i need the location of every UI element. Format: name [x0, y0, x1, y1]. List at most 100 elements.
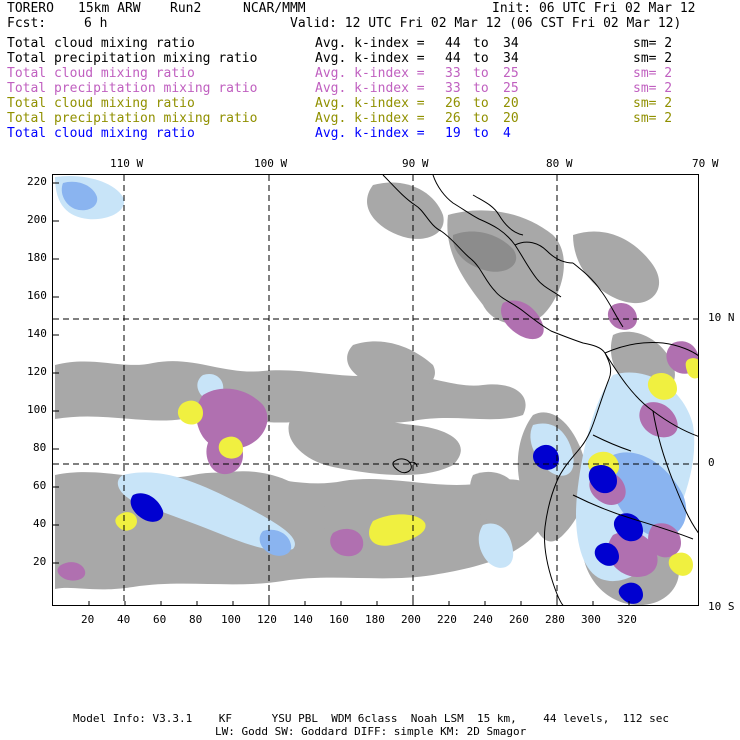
x-tick: 20 [81, 613, 95, 626]
x-tick: 300 [581, 613, 601, 626]
map-panel [52, 174, 699, 606]
legend-to-word: to [473, 51, 489, 66]
x-tick: 180 [365, 613, 385, 626]
legend-from: 44 [445, 51, 461, 66]
x-tick: 260 [509, 613, 529, 626]
lat-label-10s: 10 S [708, 600, 735, 613]
y-tick: 180 [27, 251, 47, 264]
y-tick: 140 [27, 327, 47, 340]
x-tick: 40 [117, 613, 131, 626]
legend-to-word: to [473, 111, 489, 126]
legend-to: 20 [503, 111, 519, 126]
x-tick: 140 [293, 613, 313, 626]
legend-field: Total cloud mixing ratio [7, 96, 195, 111]
lon-label-90w: 90 W [402, 157, 429, 170]
lat-label-10n: 10 N [708, 311, 735, 324]
x-tick: 60 [153, 613, 167, 626]
legend-sm: sm= 2 [633, 81, 673, 96]
x-tick: 120 [257, 613, 277, 626]
legend-to-word: to [473, 66, 489, 81]
legend-to: 34 [503, 36, 519, 51]
header-row-2: Fcst: 6 h Valid: 12 UTC Fri 02 Mar 12 (0… [0, 17, 740, 32]
legend-field: Total precipitation mixing ratio [7, 81, 258, 96]
legend-index: Avg. k-index = [315, 66, 425, 81]
legend-sm: sm= 2 [633, 36, 673, 51]
map-canvas [53, 175, 698, 605]
legend-to-word: to [473, 81, 489, 96]
legend-field: Total precipitation mixing ratio [7, 111, 258, 126]
lat-lon-grid [53, 175, 698, 605]
legend-field: Total cloud mixing ratio [7, 66, 195, 81]
lon-label-70w: 70 W [692, 157, 719, 170]
legend-to-word: to [473, 36, 489, 51]
forecast-hour: 6 h [84, 16, 108, 31]
legend-from: 44 [445, 36, 461, 51]
legend-index: Avg. k-index = [315, 96, 425, 111]
legend-to: 20 [503, 96, 519, 111]
y-tick: 80 [33, 441, 47, 454]
legend-from: 19 [445, 126, 461, 141]
model-info-line-2: LW: Godd SW: Goddard DIFF: simple KM: 2D… [215, 725, 527, 738]
model-info-line-1: Model Info: V3.3.1 KF YSU PBL WDM 6class… [73, 712, 670, 725]
legend-row: Total cloud mixing ratio Avg. k-index = 44… [0, 37, 740, 52]
legend-to-word: to [473, 126, 489, 141]
x-tick: 80 [189, 613, 203, 626]
legend-from: 33 [445, 66, 461, 81]
model-resolution: 15km ARW [78, 1, 141, 16]
mid-blue-cloud-fields [61, 181, 687, 556]
legend-sm: sm= 2 [633, 96, 673, 111]
x-tick: 220 [437, 613, 457, 626]
header-row-1: TORERO 15km ARW Run2 NCAR/MMM Init: 06 U… [0, 2, 740, 17]
x-tick: 320 [617, 613, 637, 626]
y-tick: 20 [33, 555, 47, 568]
deep-blue-cloud-fields [130, 444, 643, 604]
legend-to: 25 [503, 66, 519, 81]
legend-row: Total precipitation mixing ratio Avg. k-i… [0, 82, 740, 97]
legend-to: 4 [503, 126, 511, 141]
legend-sm: sm= 2 [633, 66, 673, 81]
init-time: Init: 06 UTC Fri 02 Mar 12 [492, 1, 696, 16]
legend-row: Total precipitation mixing ratio Avg. k-i… [0, 52, 740, 67]
legend-sm: sm= 2 [633, 51, 673, 66]
valid-time: Valid: 12 UTC Fri 02 Mar 12 (06 CST Fri … [290, 16, 682, 31]
x-tick: 160 [329, 613, 349, 626]
legend-from: 26 [445, 96, 461, 111]
lat-label-0: 0 [708, 456, 715, 469]
legend-field: Total cloud mixing ratio [7, 126, 195, 141]
yellow-precip-fields [115, 358, 698, 576]
legend-from: 26 [445, 111, 461, 126]
x-tick: 280 [545, 613, 565, 626]
legend-row: Total cloud mixing ratio Avg. k-index = 26… [0, 97, 740, 112]
lon-label-80w: 80 W [546, 157, 573, 170]
organization: NCAR/MMM [243, 1, 306, 16]
legend-to: 34 [503, 51, 519, 66]
y-tick: 40 [33, 517, 47, 530]
legend-field: Total precipitation mixing ratio [7, 51, 258, 66]
frame-ticks [53, 182, 630, 605]
legend-to-word: to [473, 96, 489, 111]
forecast-label: Fcst: [7, 16, 47, 31]
y-tick: 100 [27, 403, 47, 416]
legend-row: Total precipitation mixing ratio Avg. k-i… [0, 112, 740, 127]
x-tick: 200 [401, 613, 421, 626]
legend-from: 33 [445, 81, 461, 96]
y-tick: 200 [27, 213, 47, 226]
legend-row: Total cloud mixing ratio Avg. k-index = 33… [0, 67, 740, 82]
x-tick: 240 [473, 613, 493, 626]
run-label: Run2 [170, 1, 202, 16]
legend-index: Avg. k-index = [315, 51, 425, 66]
model-name: TORERO [7, 1, 54, 16]
y-tick: 60 [33, 479, 47, 492]
y-tick: 220 [27, 175, 47, 188]
y-tick: 160 [27, 289, 47, 302]
y-tick: 120 [27, 365, 47, 378]
legend-row: Total cloud mixing ratio Avg. k-index = 19… [0, 127, 740, 142]
x-tick: 100 [221, 613, 241, 626]
lon-label-110w: 110 W [110, 157, 144, 170]
lon-label-100w: 100 W [254, 157, 288, 170]
legend-field: Total cloud mixing ratio [7, 36, 195, 51]
coastlines-and-borders [382, 175, 698, 605]
legend-index: Avg. k-index = [315, 111, 425, 126]
legend-index: Avg. k-index = [315, 81, 425, 96]
legend-index: Avg. k-index = [315, 36, 425, 51]
